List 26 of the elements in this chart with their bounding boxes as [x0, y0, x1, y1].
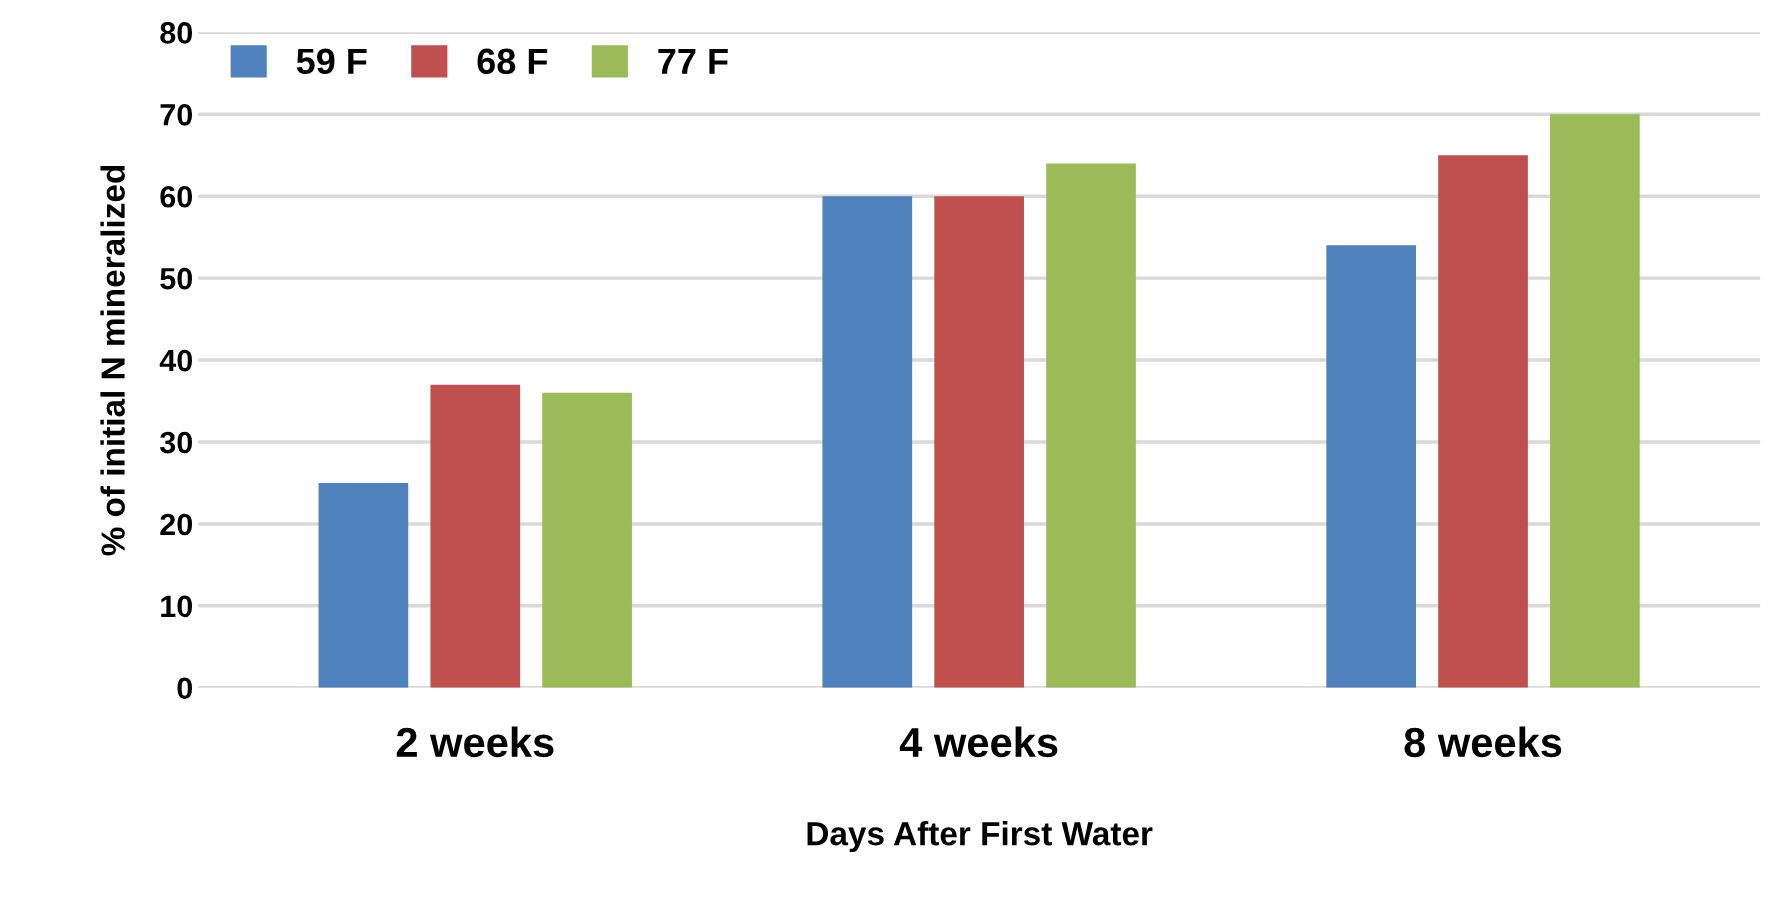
x-tick-label: 4 weeks: [899, 726, 1058, 758]
y-axis-title: % of initial N mineralized: [100, 165, 125, 556]
x-tick-label: 8 weeks: [1404, 726, 1562, 758]
bar: [1326, 245, 1417, 688]
bar: [430, 384, 521, 688]
y-tick-label: 80: [160, 22, 193, 44]
y-tick-label: 70: [160, 104, 193, 126]
bar: [318, 482, 409, 688]
x-tick-label: 2 weeks: [396, 726, 554, 758]
legend-label: 59 F: [296, 48, 367, 75]
bar: [1550, 114, 1640, 688]
y-tick-label: 50: [160, 267, 193, 290]
bar: [1438, 155, 1528, 688]
x-axis-title: Days After First Water: [807, 821, 1153, 853]
y-tick-label: 10: [161, 595, 193, 618]
y-tick-label: 0: [177, 677, 193, 700]
bar: [822, 196, 913, 688]
legend-label: 68 F: [477, 48, 548, 75]
y-tick-label: 30: [159, 431, 193, 454]
bar: [1046, 163, 1136, 688]
legend-label: 77 F: [658, 48, 728, 74]
bar: [542, 392, 632, 688]
y-tick-label: 40: [159, 349, 193, 372]
y-tick-label: 60: [160, 185, 193, 208]
bar: [934, 196, 1024, 688]
y-tick-label: 20: [160, 513, 193, 536]
